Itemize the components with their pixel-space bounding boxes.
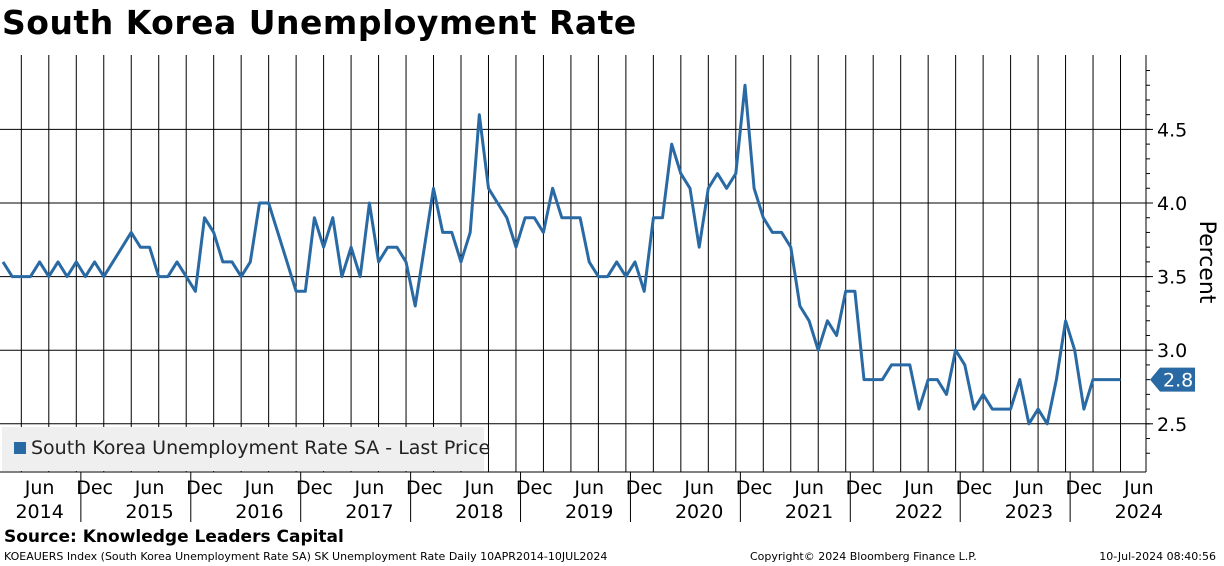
y-axis-ticks: 2.5 3.0 3.5 4.0 4.5: [1146, 70, 1187, 454]
last-value-badge-shape: [1150, 367, 1195, 392]
legend-label: South Korea Unemployment Rate SA - Last …: [31, 437, 491, 459]
chart-title: South Korea Unemployment Rate: [2, 3, 637, 42]
y-tick-label: 4.5: [1157, 119, 1187, 141]
footer-timestamp: 10-Jul-2024 08:40:56: [1099, 550, 1216, 563]
x-year-label: 2016: [235, 501, 283, 523]
x-tick-label: Jun: [24, 477, 55, 499]
x-year-label: 2020: [675, 501, 723, 523]
x-tick-label: Dec: [516, 477, 553, 499]
x-tick-label: Dec: [626, 477, 663, 499]
x-tick-label: Dec: [736, 477, 773, 499]
x-year-label: 2022: [895, 501, 943, 523]
y-axis-label: Percent: [1194, 221, 1219, 304]
source-note: Source: Knowledge Leaders Capital: [4, 527, 344, 547]
x-tick-label: Jun: [1013, 477, 1044, 499]
y-tick-label: 3.0: [1157, 340, 1187, 362]
legend: South Korea Unemployment Rate SA - Last …: [2, 427, 490, 471]
x-tick-label: Dec: [296, 477, 333, 499]
x-tick-label: Dec: [76, 477, 113, 499]
x-year-label: 2015: [125, 501, 173, 523]
last-value-label: 2.8: [1163, 370, 1193, 392]
y-tick-label: 4.0: [1157, 193, 1187, 215]
x-year-label: 2019: [565, 501, 613, 523]
x-tick-label: Jun: [134, 477, 165, 499]
x-tick-label: Dec: [956, 477, 993, 499]
x-tick-label: Jun: [1123, 477, 1154, 499]
y-tick-label: 3.5: [1157, 267, 1187, 289]
y-tick-label: 2.5: [1157, 414, 1187, 436]
x-tick-label: Dec: [1065, 477, 1102, 499]
legend-swatch: [14, 442, 26, 454]
x-tick-label: Jun: [354, 477, 385, 499]
footer-copyright: Copyright© 2024 Bloomberg Finance L.P.: [750, 550, 977, 563]
x-tick-label: Jun: [793, 477, 824, 499]
x-tick-label: Dec: [186, 477, 223, 499]
x-year-label: 2014: [15, 501, 63, 523]
x-tick-label: Jun: [903, 477, 934, 499]
x-year-label: 2023: [1005, 501, 1053, 523]
horizontal-gridlines: [0, 128, 1146, 425]
footer-index-info: KOEAUERS Index (South Korea Unemployment…: [4, 550, 608, 563]
x-tick-label: Jun: [244, 477, 275, 499]
x-year-label: 2018: [455, 501, 503, 523]
x-tick-label: Jun: [463, 477, 494, 499]
vertical-gridlines: [20, 55, 1122, 472]
series-line: [1, 83, 1121, 426]
x-year-label: 2021: [785, 501, 833, 523]
last-value-badge: 2.8: [1150, 367, 1195, 392]
x-tick-label: Dec: [406, 477, 443, 499]
x-year-label: 2024: [1115, 501, 1163, 523]
x-tick-label: Jun: [683, 477, 714, 499]
x-tick-label: Dec: [846, 477, 883, 499]
x-tick-label: Jun: [573, 477, 604, 499]
x-year-label: 2017: [345, 501, 393, 523]
